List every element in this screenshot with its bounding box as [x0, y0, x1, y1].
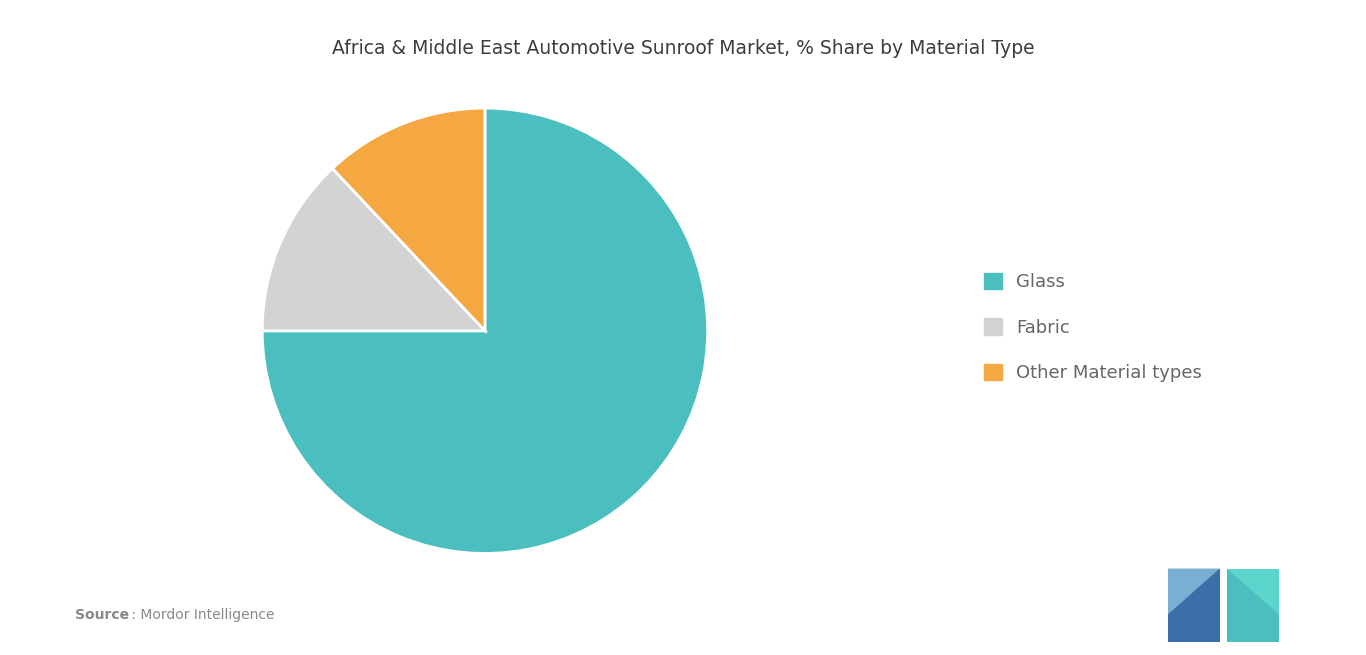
Wedge shape [262, 168, 485, 331]
Wedge shape [262, 108, 708, 553]
Legend: Glass, Fabric, Other Material types: Glass, Fabric, Other Material types [978, 268, 1208, 387]
Polygon shape [1168, 569, 1220, 642]
Text: Africa & Middle East Automotive Sunroof Market, % Share by Material Type: Africa & Middle East Automotive Sunroof … [332, 39, 1034, 58]
Text: : Mordor Intelligence: : Mordor Intelligence [127, 608, 275, 622]
Wedge shape [332, 108, 485, 331]
Polygon shape [1227, 569, 1279, 642]
Text: Source: Source [75, 608, 130, 622]
Polygon shape [1168, 569, 1220, 614]
Polygon shape [1227, 569, 1279, 614]
